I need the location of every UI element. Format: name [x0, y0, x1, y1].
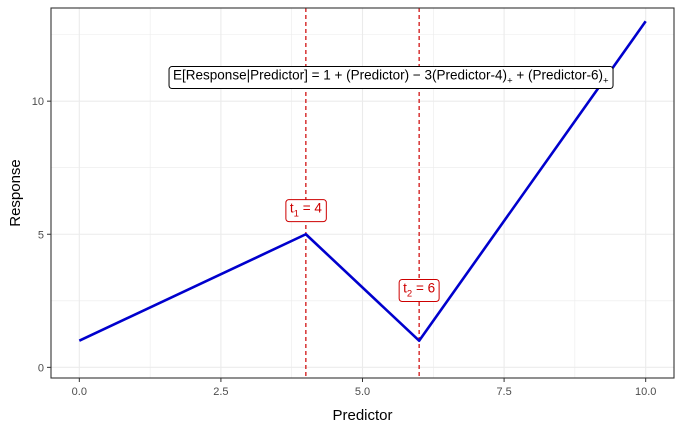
knot-label-2-box: [398, 278, 440, 302]
equation-label-text: E[Response|Predictor] = 1 + (Predictor) …: [173, 68, 609, 87]
knot-label-1: t1 = 4: [285, 199, 327, 223]
y-tick-label: 0: [38, 362, 44, 374]
x-tick-label: 5.0: [355, 386, 370, 398]
series-line-1: [78, 20, 647, 343]
equation-label: E[Response|Predictor] = 1 + (Predictor) …: [168, 66, 614, 90]
knot-label-2: t2 = 6: [398, 278, 440, 302]
x-tick-label: 0.0: [72, 386, 87, 398]
x-tick-label: 7.5: [496, 386, 511, 398]
knot-label-1-text: t1 = 4: [290, 201, 322, 220]
x-axis-title: Predictor: [332, 407, 392, 424]
x-tick-label: 10.0: [635, 386, 656, 398]
y-tick-label: 5: [38, 229, 44, 241]
y-tick-label: 10: [32, 96, 44, 108]
equation-label-box: [168, 66, 614, 90]
knot-label-2-text: t2 = 6: [403, 280, 435, 299]
y-axis-title: Response: [7, 159, 24, 227]
knot-label-1-box: [285, 199, 327, 223]
x-tick-label: 2.5: [213, 386, 228, 398]
